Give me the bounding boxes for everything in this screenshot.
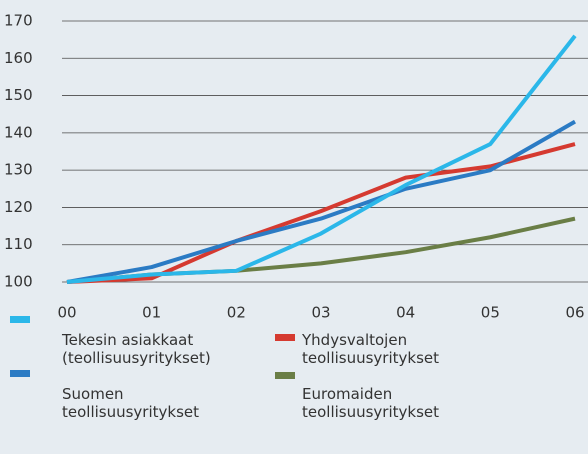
legend-swatch: [275, 334, 295, 341]
legend-label: Yhdysvaltojen teollisuusyritykset: [302, 331, 440, 367]
y-tick-label: 100: [4, 273, 33, 291]
y-tick-label: 110: [4, 235, 33, 253]
y-tick-label: 140: [4, 123, 33, 141]
legend-swatch: [275, 372, 295, 379]
line: [66, 34, 577, 284]
x-tick-label: 06: [565, 304, 584, 322]
y-tick-label: 150: [4, 86, 33, 104]
x-tick-label: 00: [57, 304, 76, 322]
legend-label: Euromaiden teollisuusyritykset: [302, 385, 440, 421]
y-tick-label: 120: [4, 198, 33, 216]
legend-swatch: [10, 316, 30, 323]
x-tick-label: 02: [227, 304, 246, 322]
legend-label: Tekesin asiakkaat (teollisuusyritykset): [62, 331, 211, 367]
x-tick-label: 05: [481, 304, 500, 322]
line: [66, 119, 576, 284]
y-tick-label: 130: [4, 161, 33, 179]
y-tick-label: 170: [4, 12, 33, 30]
x-tick-label: 04: [396, 304, 415, 322]
line: [66, 142, 576, 284]
legend-label: Suomen teollisuusyritykset: [62, 385, 200, 421]
legend-swatch: [10, 370, 30, 377]
x-tick-label: 01: [142, 304, 161, 322]
y-tick-label: 160: [4, 49, 33, 67]
line: [66, 216, 576, 284]
x-tick-label: 03: [311, 304, 330, 322]
